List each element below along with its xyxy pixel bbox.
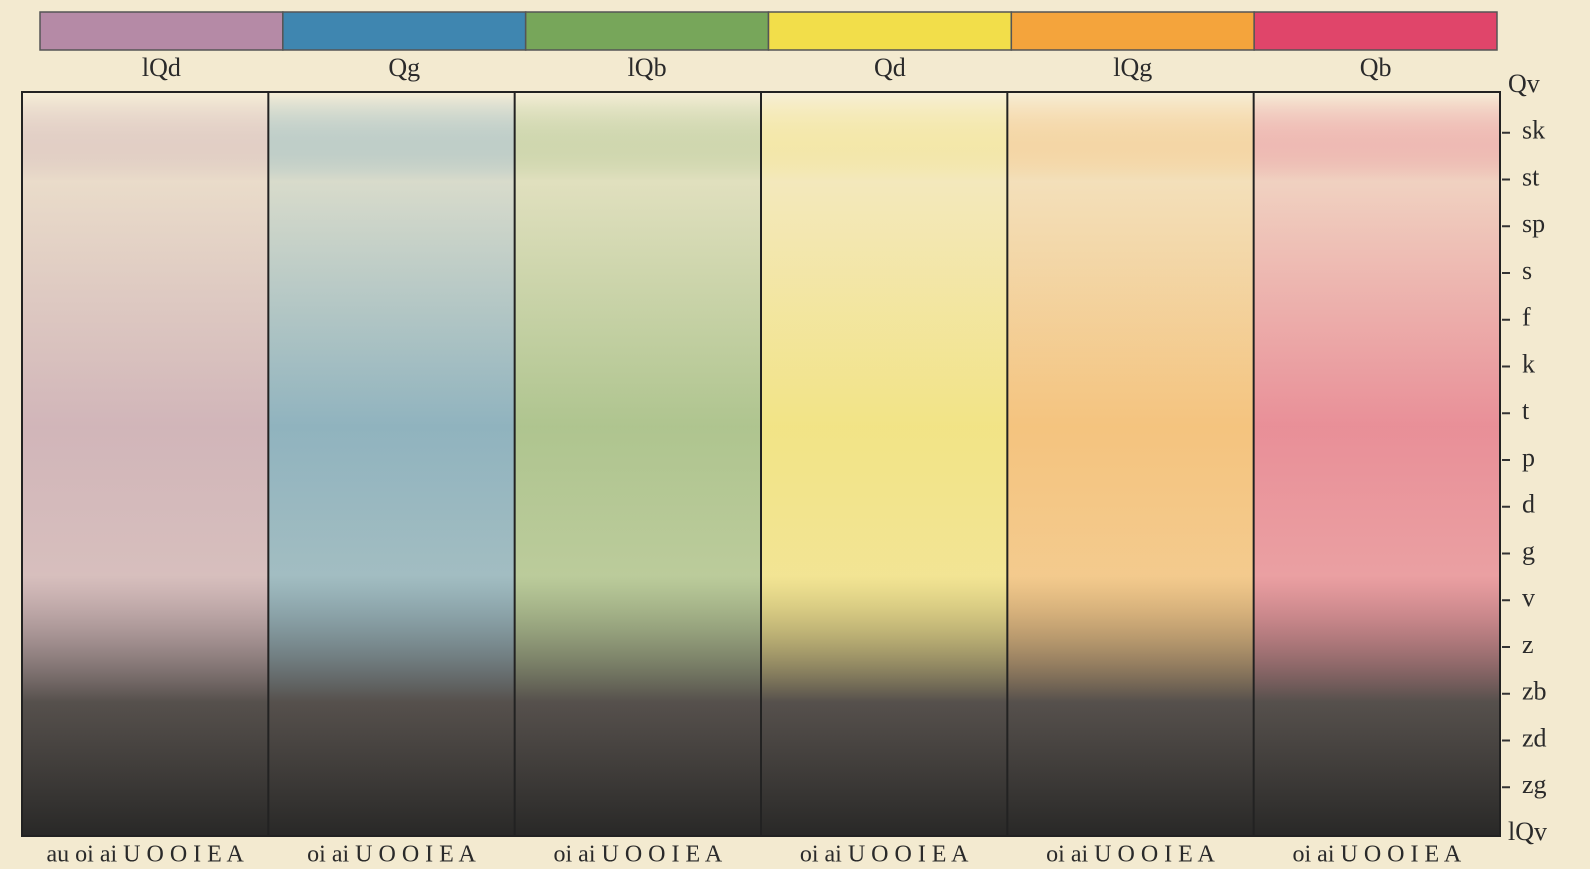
- row-label: Qv: [1508, 69, 1540, 98]
- color-swatch: [526, 12, 769, 50]
- color-swatch: [40, 12, 283, 50]
- column-bottom-label: oi ai U O O I E A: [1293, 842, 1462, 868]
- column-bottom-label: oi ai U O O I E A: [554, 842, 723, 868]
- row-label: z: [1522, 630, 1534, 659]
- row-label: f: [1522, 303, 1531, 332]
- color-column: [268, 92, 514, 836]
- row-label: g: [1522, 536, 1535, 565]
- swatch-label: lQg: [1113, 53, 1152, 82]
- color-column: [1007, 92, 1253, 836]
- color-column: [1254, 92, 1500, 836]
- row-label: lQv: [1508, 817, 1547, 846]
- swatch-label: Qb: [1360, 53, 1392, 82]
- color-swatch: [1011, 12, 1254, 50]
- row-label: zb: [1522, 677, 1547, 706]
- column-bottom-label: au oi ai U O O I E A: [47, 842, 245, 868]
- color-column: [22, 92, 268, 836]
- color-column: [515, 92, 761, 836]
- row-label: d: [1522, 490, 1535, 519]
- column-bottom-label: oi ai U O O I E A: [307, 842, 476, 868]
- swatch-label: lQd: [142, 53, 181, 82]
- row-label: s: [1522, 256, 1532, 285]
- row-label: st: [1522, 162, 1540, 191]
- color-column: [761, 92, 1007, 836]
- color-swatch: [283, 12, 526, 50]
- row-label: zg: [1522, 770, 1547, 799]
- row-label: v: [1522, 583, 1535, 612]
- row-label: p: [1522, 443, 1535, 472]
- row-label: sp: [1522, 209, 1545, 238]
- page: lQd au oi ai U O O I E A Qg oi ai U O O I E…: [0, 0, 1590, 869]
- row-label: sk: [1522, 116, 1545, 145]
- row-label: k: [1522, 349, 1535, 378]
- column-bottom-label: oi ai U O O I E A: [800, 842, 969, 868]
- row-label: zd: [1522, 723, 1547, 752]
- color-chart: lQd au oi ai U O O I E A Qg oi ai U O O I E…: [0, 0, 1590, 869]
- color-swatch: [769, 12, 1012, 50]
- column-bottom-label: oi ai U O O I E A: [1046, 842, 1215, 868]
- row-label: t: [1522, 396, 1530, 425]
- swatch-label: Qd: [874, 53, 906, 82]
- swatch-label: Qg: [388, 53, 420, 82]
- color-swatch: [1254, 12, 1497, 50]
- swatch-label: lQb: [628, 53, 667, 82]
